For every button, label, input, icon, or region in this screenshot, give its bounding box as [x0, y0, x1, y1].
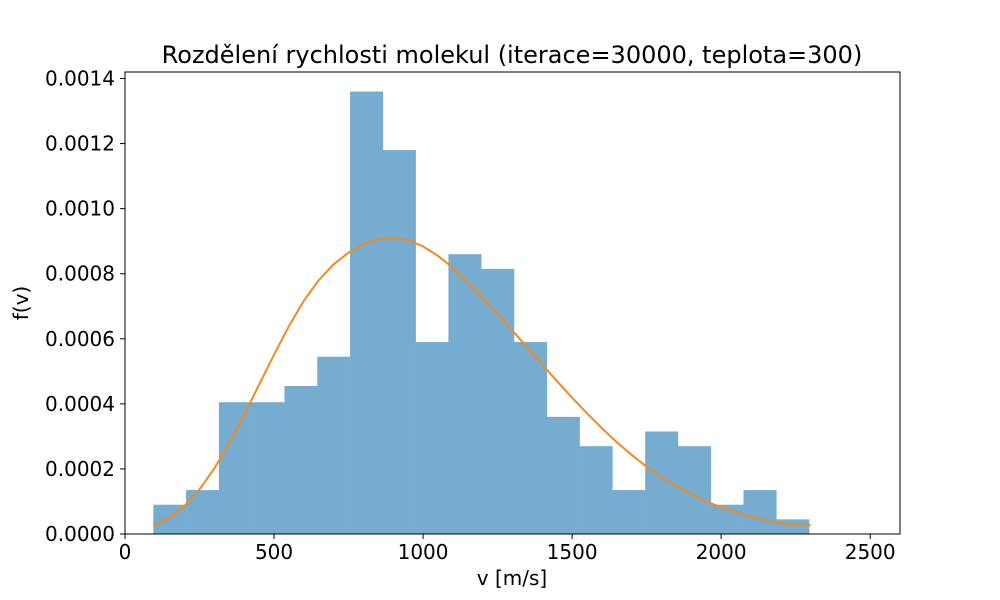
histogram-bar [579, 446, 613, 534]
x-tick-label: 1000 [398, 540, 449, 564]
histogram-bar [513, 342, 548, 534]
histogram-bar [645, 431, 679, 534]
y-tick-label: 0.0010 [45, 197, 115, 221]
histogram-bars [153, 91, 810, 535]
y-tick-label: 0.0002 [45, 457, 115, 481]
histogram-bar [448, 254, 482, 534]
y-tick-label: 0.0014 [45, 67, 115, 91]
histogram-bar [317, 356, 351, 534]
y-tick-label: 0.0000 [45, 522, 115, 546]
plot-frame [124, 71, 901, 535]
y-tick-label: 0.0004 [45, 392, 115, 416]
x-tick-label: 2000 [696, 540, 747, 564]
y-axis-label: f(v) [9, 286, 33, 320]
y-tick-label: 0.0008 [45, 262, 115, 286]
histogram-bar [546, 416, 580, 534]
histogram-bar [284, 385, 318, 534]
x-tick-label: 0 [119, 540, 132, 564]
histogram-bar [350, 91, 384, 535]
x-tick-label: 2500 [845, 540, 896, 564]
x-axis-label: v [m/s] [477, 566, 547, 590]
x-tick-label: 1500 [547, 540, 598, 564]
histogram-bar [186, 490, 220, 534]
x-tick-label: 500 [255, 540, 293, 564]
y-axis-ticks: 0.0000 0.0002 0.0004 0.0006 0.0008 0.0010 0.00… [45, 67, 125, 546]
histogram-bar [743, 490, 777, 534]
histogram-bar [481, 268, 515, 534]
x-axis-ticks: 0 500 1000 1500 2000 2500 [119, 534, 896, 564]
y-tick-label: 0.0012 [45, 132, 115, 156]
histogram-bar [382, 150, 416, 534]
chart-title: Rozdělení rychlosti molekul (iterace=300… [162, 41, 863, 69]
histogram-bar [612, 490, 646, 534]
histogram-bar [776, 519, 810, 534]
maxwell-boltzmann-curve [152, 236, 811, 527]
histogram-bar [218, 402, 252, 534]
histogram-bar [251, 402, 285, 534]
histogram-bar [415, 342, 449, 534]
y-tick-label: 0.0006 [45, 327, 115, 351]
